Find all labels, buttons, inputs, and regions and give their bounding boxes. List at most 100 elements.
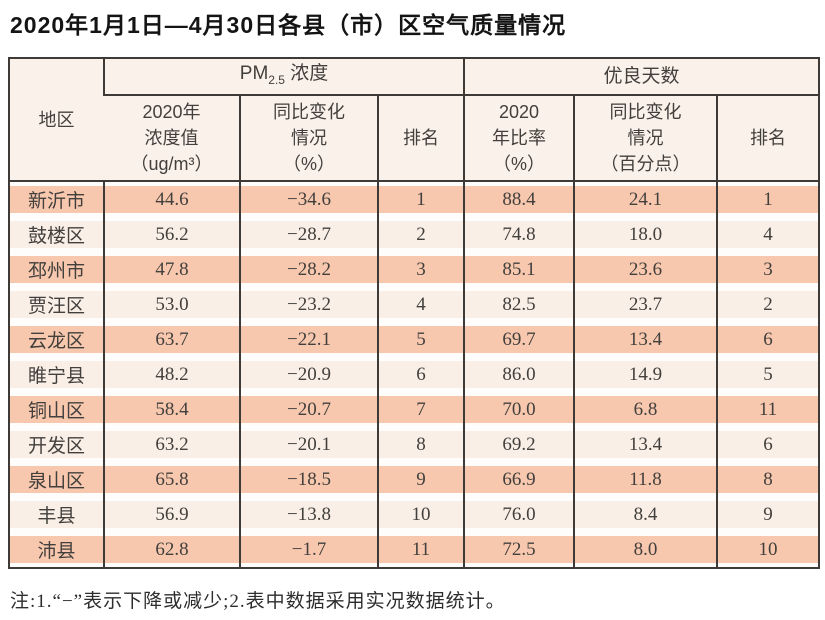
cell-region: 沛县 — [9, 532, 104, 568]
cell-value: 69.2 — [463, 427, 574, 462]
cell-value: 7 — [377, 392, 464, 427]
cell-region: 开发区 — [9, 427, 104, 462]
table-row: 丰县 56.9 −13.8 10 76.0 8.4 9 — [9, 497, 820, 532]
cell-value: 62.8 — [103, 532, 240, 568]
footnote: 注:1.“−”表示下降或减少;2.表中数据采用实况数据统计。 — [10, 591, 506, 612]
header-days-yoy-change: 同比变化 情况 （百分点） — [573, 95, 717, 182]
cell-value: 1 — [715, 181, 820, 217]
cell-value: 6.8 — [573, 392, 717, 427]
cell-value: 56.2 — [103, 217, 240, 252]
cell-value: 3 — [377, 252, 464, 287]
pm25-label-subscript: 2.5 — [268, 72, 285, 87]
cell-value: 69.7 — [463, 322, 574, 357]
cell-value: 14.9 — [573, 357, 717, 392]
cell-value: 3 — [715, 252, 820, 287]
table-row: 开发区 63.2 −20.1 8 69.2 13.4 6 — [9, 427, 820, 462]
cell-value: 9 — [715, 497, 820, 532]
cell-value: 65.8 — [103, 462, 240, 497]
table-header: 地区 PM2.5 浓度 优良天数 2020年 浓度值 （ug/m³） 同比变化 … — [9, 58, 820, 182]
cell-value: 66.9 — [463, 462, 574, 497]
header-pm25-value: 2020年 浓度值 （ug/m³） — [104, 95, 240, 182]
cell-value: −13.8 — [239, 497, 378, 532]
cell-value: 11 — [377, 532, 464, 568]
cell-value: 11 — [715, 392, 820, 427]
cell-value: 70.0 — [463, 392, 574, 427]
cell-value: 13.4 — [573, 427, 717, 462]
cell-value: 2 — [377, 217, 464, 252]
table-row: 云龙区 63.7 −22.1 5 69.7 13.4 6 — [9, 322, 820, 357]
table-row: 睢宁县 48.2 −20.9 6 86.0 14.9 5 — [9, 357, 820, 392]
cell-value: 10 — [377, 497, 464, 532]
cell-value: −20.1 — [239, 427, 378, 462]
cell-value: 18.0 — [573, 217, 717, 252]
table-row: 邳州市 47.8 −28.2 3 85.1 23.6 3 — [9, 252, 820, 287]
cell-value: 10 — [715, 532, 820, 568]
cell-region: 泉山区 — [9, 462, 104, 497]
cell-value: 4 — [715, 217, 820, 252]
page-title: 2020年1月1日—4月30日各县（市）区空气质量情况 — [10, 12, 567, 38]
cell-value: −18.5 — [239, 462, 378, 497]
cell-value: 9 — [377, 462, 464, 497]
cell-value: 5 — [715, 357, 820, 392]
header-region: 地区 — [9, 58, 104, 182]
header-days-rank: 排名 — [715, 95, 820, 182]
table-row: 铜山区 58.4 −20.7 7 70.0 6.8 11 — [9, 392, 820, 427]
table-row: 泉山区 65.8 −18.5 9 66.9 11.8 8 — [9, 462, 820, 497]
cell-region: 丰县 — [9, 497, 104, 532]
cell-value: 8.4 — [573, 497, 717, 532]
cell-value: 88.4 — [463, 181, 574, 217]
cell-value: 58.4 — [103, 392, 240, 427]
header-pm25-rank: 排名 — [377, 95, 464, 182]
cell-region: 睢宁县 — [9, 357, 104, 392]
cell-region: 贾汪区 — [9, 287, 104, 322]
cell-value: −22.1 — [239, 322, 378, 357]
pm25-label-suffix: 浓度 — [284, 62, 329, 84]
cell-value: 2 — [715, 287, 820, 322]
cell-value: −34.6 — [239, 181, 378, 217]
cell-value: 23.7 — [573, 287, 717, 322]
cell-value: −23.2 — [239, 287, 378, 322]
cell-value: 24.1 — [573, 181, 717, 217]
cell-value: −1.7 — [239, 532, 378, 568]
cell-value: 56.9 — [103, 497, 240, 532]
cell-value: 44.6 — [103, 181, 240, 217]
cell-value: 47.8 — [103, 252, 240, 287]
cell-value: −28.2 — [239, 252, 378, 287]
cell-value: 48.2 — [103, 357, 240, 392]
cell-value: 63.2 — [103, 427, 240, 462]
cell-value: 1 — [377, 181, 464, 217]
cell-region: 新沂市 — [9, 181, 104, 217]
cell-region: 铜山区 — [9, 392, 104, 427]
cell-value: 76.0 — [463, 497, 574, 532]
cell-value: −28.7 — [239, 217, 378, 252]
table-row: 新沂市 44.6 −34.6 1 88.4 24.1 1 — [9, 181, 820, 217]
cell-value: 86.0 — [463, 357, 574, 392]
header-group-good-days: 优良天数 — [462, 58, 820, 96]
cell-value: 11.8 — [573, 462, 717, 497]
cell-value: 4 — [377, 287, 464, 322]
cell-value: 5 — [377, 322, 464, 357]
header-days-ratio: 2020 年比率 （%） — [463, 95, 574, 182]
cell-value: 82.5 — [463, 287, 574, 322]
pm25-label-prefix: PM — [239, 62, 269, 84]
cell-value: 23.6 — [573, 252, 717, 287]
cell-region: 邳州市 — [9, 252, 104, 287]
air-quality-table: 地区 PM2.5 浓度 优良天数 2020年 浓度值 （ug/m³） 同比变化 … — [8, 57, 821, 569]
cell-value: 6 — [715, 322, 820, 357]
cell-value: 74.8 — [463, 217, 574, 252]
cell-value: 6 — [377, 357, 464, 392]
cell-value: 8 — [715, 462, 820, 497]
table-row: 贾汪区 53.0 −23.2 4 82.5 23.7 2 — [9, 287, 820, 322]
cell-value: 6 — [715, 427, 820, 462]
cell-value: −20.7 — [239, 392, 378, 427]
header-group-pm25: PM2.5 浓度 — [103, 58, 464, 96]
cell-value: 72.5 — [463, 532, 574, 568]
cell-value: 85.1 — [463, 252, 574, 287]
table-row: 鼓楼区 56.2 −28.7 2 74.8 18.0 4 — [9, 217, 820, 252]
cell-value: −20.9 — [239, 357, 378, 392]
cell-value: 8 — [377, 427, 464, 462]
cell-value: 63.7 — [103, 322, 240, 357]
header-pm25-yoy-change: 同比变化 情况 （%） — [239, 95, 378, 182]
cell-value: 13.4 — [573, 322, 717, 357]
